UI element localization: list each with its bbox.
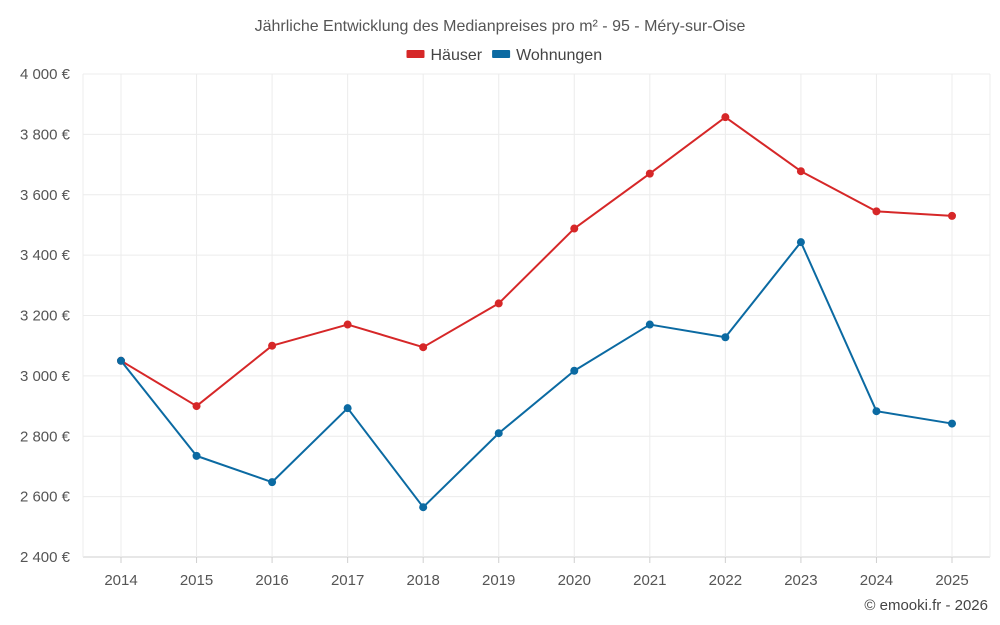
chart-title: Jährliche Entwicklung des Medianpreises …	[255, 18, 746, 35]
series-line-wohnungen	[120, 241, 953, 509]
legend-label[interactable]: Wohnungen	[516, 47, 602, 64]
chart-grid	[82, 73, 991, 558]
data-point[interactable]	[645, 320, 654, 329]
x-tick-label: 2020	[558, 572, 591, 589]
data-point[interactable]	[419, 503, 428, 512]
data-point[interactable]	[948, 419, 956, 428]
legend-label[interactable]: Häuser	[431, 47, 483, 64]
y-tick-label: 2 400 €	[20, 549, 71, 566]
x-tick-label: 2021	[633, 572, 666, 589]
data-point[interactable]	[192, 402, 201, 411]
data-point[interactable]	[343, 320, 352, 329]
chart-axes: 2 400 € 2 600 € 2 800 € 3 000 € 3 200 € 3 400…	[20, 66, 969, 589]
y-tick-label: 2 800 €	[20, 428, 71, 445]
x-tick-label: 2024	[860, 572, 893, 589]
y-tick-label: 3 600 €	[20, 187, 71, 204]
data-point[interactable]	[570, 224, 579, 233]
data-point[interactable]	[419, 343, 428, 352]
chart-series	[117, 113, 956, 512]
data-point[interactable]	[343, 404, 352, 413]
x-tick-label: 2019	[482, 572, 515, 589]
x-tick-label: 2015	[180, 572, 213, 589]
data-point[interactable]	[721, 333, 730, 342]
x-tick-label: 2023	[784, 572, 817, 589]
data-point[interactable]	[117, 356, 125, 365]
y-tick-label: 3 800 €	[20, 126, 71, 143]
legend-swatch	[406, 50, 425, 58]
data-point[interactable]	[494, 299, 503, 308]
data-point[interactable]	[645, 169, 654, 178]
data-point[interactable]	[948, 211, 956, 220]
x-tick-label: 2018	[406, 572, 439, 589]
y-tick-label: 3 000 €	[20, 368, 71, 385]
data-point[interactable]	[796, 238, 805, 247]
x-tick-label: 2022	[709, 572, 742, 589]
series-line-häuser	[120, 116, 953, 408]
data-point[interactable]	[268, 341, 277, 350]
y-tick-label: 3 400 €	[20, 247, 71, 264]
x-tick-label: 2014	[104, 572, 137, 589]
legend-swatch	[492, 50, 511, 58]
data-point[interactable]	[796, 167, 805, 176]
data-point[interactable]	[494, 429, 503, 438]
y-tick-label: 4 000 €	[20, 66, 71, 83]
data-point[interactable]	[570, 366, 579, 375]
x-tick-label: 2017	[331, 572, 364, 589]
data-point[interactable]	[872, 207, 881, 216]
x-tick-label: 2016	[255, 572, 288, 589]
data-point[interactable]	[721, 113, 730, 122]
y-tick-label: 3 200 €	[20, 308, 71, 325]
x-tick-label: 2025	[935, 572, 968, 589]
data-point[interactable]	[872, 407, 881, 416]
data-point[interactable]	[192, 451, 201, 460]
credit-text: © emooki.fr - 2026	[864, 597, 988, 614]
chart-legend: Häuser Wohnungen	[406, 47, 602, 64]
data-point[interactable]	[268, 478, 277, 487]
y-tick-label: 2 600 €	[20, 489, 71, 506]
